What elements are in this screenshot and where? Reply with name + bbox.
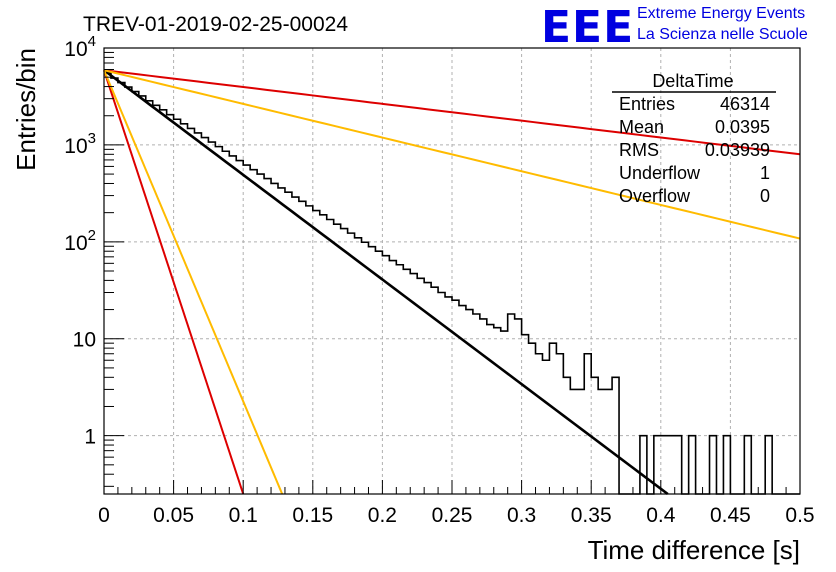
- logo-line-1: Extreme Energy Events: [637, 5, 805, 22]
- y-tick-label: 104: [64, 33, 96, 61]
- eee-logo: EEE Extreme Energy Events La Scienza nel…: [541, 2, 808, 53]
- y-tick-label: 1: [84, 426, 96, 449]
- x-tick-label: 0.35: [571, 504, 612, 527]
- x-tick-label: 0.45: [710, 504, 751, 527]
- stats-label-entries: Entries: [619, 94, 675, 114]
- stats-label-underflow: Underflow: [619, 163, 701, 183]
- fit-line: [103, 69, 669, 496]
- y-axis-title: Entries/bin: [11, 48, 41, 171]
- fit-line: [103, 69, 801, 240]
- stats-value-rms: 0.03939: [705, 140, 770, 160]
- grid: [104, 48, 800, 494]
- stats-value-overflow: 0: [760, 186, 770, 206]
- stats-label-overflow: Overflow: [619, 186, 691, 206]
- histogram: [104, 72, 800, 495]
- histogram-steps: [104, 72, 800, 495]
- stats-label-rms: RMS: [619, 140, 659, 160]
- x-tick-label: 0.05: [153, 504, 194, 527]
- x-axis: 0 0.05 0.1 0.15 0.2 0.25 0.3 0.35 0.4 0.45 0.5: [98, 480, 815, 527]
- x-axis-title: Time difference [s]: [588, 535, 800, 565]
- fit-line: [103, 69, 245, 495]
- stats-value-underflow: 1: [760, 163, 770, 183]
- y-tick-label: 103: [64, 130, 96, 158]
- stats-title: DeltaTime: [652, 71, 733, 91]
- x-tick-label: 0: [98, 504, 110, 527]
- fit-line: [103, 69, 284, 495]
- x-tick-label: 0.3: [507, 504, 536, 527]
- y-axis: 1 10 102 103 104: [64, 33, 124, 487]
- logo-mark: EEE: [541, 2, 634, 53]
- x-tick-label: 0.1: [229, 504, 258, 527]
- stats-value-mean: 0.0395: [715, 117, 770, 137]
- stats-box: DeltaTime Entries 46314 Mean 0.0395 RMS …: [612, 71, 776, 206]
- stats-label-mean: Mean: [619, 117, 664, 137]
- y-tick-label: 10: [73, 329, 96, 352]
- fit-line: [103, 69, 801, 156]
- x-tick-label: 0.5: [785, 504, 814, 527]
- chart-title: TREV-01-2019-02-25-00024: [83, 13, 348, 36]
- x-tick-label: 0.25: [432, 504, 473, 527]
- stats-value-entries: 46314: [720, 94, 770, 114]
- logo-line-2: La Scienza nelle Scuole: [637, 26, 808, 43]
- x-tick-label: 0.4: [646, 504, 676, 527]
- x-tick-label: 0.15: [292, 504, 333, 527]
- y-tick-label: 102: [64, 227, 96, 255]
- x-tick-label: 0.2: [368, 504, 397, 527]
- fit-lines: [103, 69, 801, 496]
